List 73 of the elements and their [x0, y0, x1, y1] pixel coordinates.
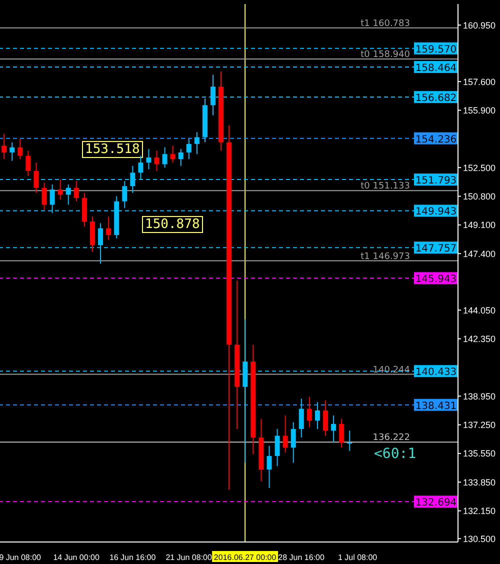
- candlestick: [18, 138, 23, 160]
- y-tick-label: 142.350: [463, 334, 496, 344]
- candlestick: [26, 150, 31, 177]
- candlestick: [146, 148, 152, 170]
- y-tick-label: 157.600: [463, 76, 496, 87]
- ref-line-label: t0 151.133: [360, 182, 410, 192]
- y-tick-label: 147.400: [463, 248, 496, 259]
- x-tick-label: 21 Jun 08:00: [166, 553, 213, 562]
- ref-line-label: 159.570: [415, 44, 457, 56]
- candlestick: [186, 138, 192, 160]
- ref-line-label: 140.244: [372, 365, 410, 376]
- candlestick: [34, 162, 39, 194]
- y-tick-label: 133.850: [463, 477, 496, 488]
- ref-line-label: t0 158.940: [360, 50, 410, 60]
- y-tick-label: 130.500: [463, 534, 496, 544]
- candlestick: [266, 445, 272, 489]
- x-tick-label: 16 Jun 16:00: [109, 553, 156, 562]
- candlestick: [162, 146, 168, 168]
- candlestick: [42, 182, 47, 210]
- candlestick: [170, 145, 176, 164]
- y-tick-label: 137.250: [463, 420, 496, 430]
- y-tick-label: 152.500: [463, 162, 496, 173]
- candlestick: [339, 418, 344, 448]
- y-tick-label: 160.950: [463, 20, 496, 30]
- annotation: <60:1: [373, 446, 418, 462]
- y-tick-label: 132.150: [463, 506, 496, 516]
- y-tick-label: 138.950: [463, 391, 496, 402]
- candlestick: [282, 415, 288, 454]
- ref-line-label: t1 160.783: [360, 18, 410, 29]
- candlestick: [323, 400, 328, 436]
- candlestick: [74, 180, 79, 202]
- candlestick: [154, 150, 160, 172]
- x-tick-label: 2016.06.27 00:00: [214, 553, 277, 562]
- candlestick: [331, 415, 336, 443]
- candlestick: [106, 216, 112, 241]
- candlestick: [122, 180, 128, 209]
- ref-line-label: 136.222: [372, 433, 410, 444]
- y-tick-label: 150.800: [463, 191, 496, 202]
- candlestick: [274, 428, 280, 467]
- annotation: 150.878: [142, 216, 203, 233]
- annotation: 153.518: [82, 141, 143, 158]
- candlestick: [2, 133, 7, 160]
- ref-line-label: 132.694: [415, 498, 457, 509]
- ref-line-label: 140.433: [415, 367, 457, 378]
- ref-line-label: 154.236: [415, 134, 457, 146]
- candlestick: [66, 184, 71, 206]
- ref-line-label: 158.464: [415, 63, 457, 74]
- candlestick: [290, 422, 296, 464]
- x-tick-label: 28 Jun 16:00: [278, 553, 325, 562]
- y-tick-label: 149.100: [463, 220, 496, 230]
- ref-line-label: 138.431: [415, 400, 457, 412]
- candlestick: [298, 398, 304, 438]
- y-tick-label: 135.550: [463, 448, 496, 459]
- ref-line-label: 147.757: [415, 244, 457, 255]
- candlestick: [10, 142, 15, 162]
- x-tick-label: 14 Jun 00:00: [53, 553, 100, 562]
- x-tick-label: 1 Jul 08:00: [338, 553, 378, 562]
- candlestick: [90, 216, 95, 252]
- ref-line-label: 156.682: [415, 93, 457, 104]
- ref-line-label: t1 146.973: [360, 252, 410, 262]
- candlestick: [314, 402, 320, 430]
- candlestick: [82, 192, 87, 228]
- candlestick: [306, 396, 312, 428]
- ref-line-label: 145.943: [415, 274, 457, 286]
- x-tick-label: 9 Jun 08:00: [0, 553, 42, 562]
- y-tick-label: 155.900: [463, 105, 496, 116]
- candlestick: [194, 132, 200, 155]
- y-tick-label: 144.050: [463, 305, 496, 316]
- candlestick: [347, 430, 352, 452]
- candlestick: [58, 178, 63, 200]
- ref-line-label: 151.793: [415, 176, 457, 187]
- candlestick: [178, 148, 184, 166]
- ref-line-label: 149.943: [415, 206, 457, 218]
